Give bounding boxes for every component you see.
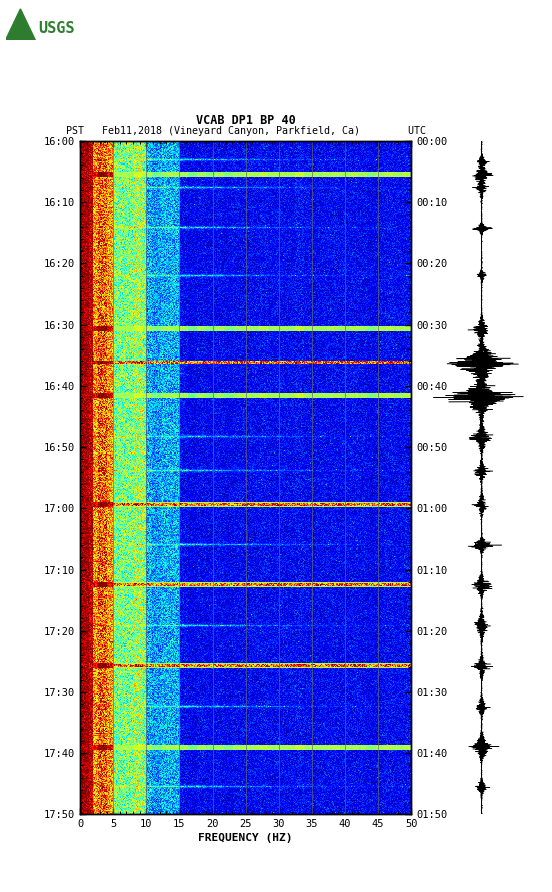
Polygon shape (6, 9, 35, 40)
Text: VCAB DP1 BP 40: VCAB DP1 BP 40 (196, 113, 295, 127)
Text: USGS: USGS (38, 21, 75, 37)
Text: PST   Feb11,2018 (Vineyard Canyon, Parkfield, Ca)        UTC: PST Feb11,2018 (Vineyard Canyon, Parkfie… (66, 127, 426, 136)
X-axis label: FREQUENCY (HZ): FREQUENCY (HZ) (198, 833, 293, 844)
